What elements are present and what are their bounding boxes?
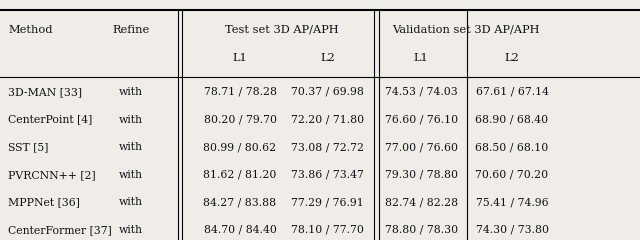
- Text: CenterFormer [37]: CenterFormer [37]: [8, 225, 112, 235]
- Text: SST [5]: SST [5]: [8, 142, 49, 152]
- Text: MPPNet [36]: MPPNet [36]: [8, 197, 80, 207]
- Text: 77.00 / 76.60: 77.00 / 76.60: [385, 142, 458, 152]
- Text: 68.50 / 68.10: 68.50 / 68.10: [476, 142, 548, 152]
- Text: 67.61 / 67.14: 67.61 / 67.14: [476, 87, 548, 97]
- Text: 70.60 / 70.20: 70.60 / 70.20: [476, 170, 548, 180]
- Text: L1: L1: [413, 53, 429, 63]
- Text: 74.53 / 74.03: 74.53 / 74.03: [385, 87, 458, 97]
- Text: 3D-MAN [33]: 3D-MAN [33]: [8, 87, 83, 97]
- Text: with: with: [119, 142, 143, 152]
- Text: L2: L2: [320, 53, 335, 63]
- Text: 78.10 / 77.70: 78.10 / 77.70: [291, 225, 364, 235]
- Text: 72.20 / 71.80: 72.20 / 71.80: [291, 114, 364, 125]
- Text: with: with: [119, 225, 143, 235]
- Text: Test set 3D AP/APH: Test set 3D AP/APH: [225, 25, 339, 35]
- Text: 84.27 / 83.88: 84.27 / 83.88: [204, 197, 276, 207]
- Text: CenterPoint [4]: CenterPoint [4]: [8, 114, 93, 125]
- Text: with: with: [119, 197, 143, 207]
- Text: 80.99 / 80.62: 80.99 / 80.62: [204, 142, 276, 152]
- Text: 76.60 / 76.10: 76.60 / 76.10: [385, 114, 458, 125]
- Text: L2: L2: [504, 53, 520, 63]
- Text: with: with: [119, 170, 143, 180]
- Text: 82.74 / 82.28: 82.74 / 82.28: [385, 197, 458, 207]
- Text: 84.70 / 84.40: 84.70 / 84.40: [204, 225, 276, 235]
- Text: 70.37 / 69.98: 70.37 / 69.98: [291, 87, 364, 97]
- Text: 80.20 / 79.70: 80.20 / 79.70: [204, 114, 276, 125]
- Text: 78.71 / 78.28: 78.71 / 78.28: [204, 87, 276, 97]
- Text: 81.62 / 81.20: 81.62 / 81.20: [204, 170, 276, 180]
- Text: 73.86 / 73.47: 73.86 / 73.47: [291, 170, 364, 180]
- Text: Method: Method: [8, 25, 53, 35]
- Text: 68.90 / 68.40: 68.90 / 68.40: [476, 114, 548, 125]
- Text: PVRCNN++ [2]: PVRCNN++ [2]: [8, 170, 96, 180]
- Text: 73.08 / 72.72: 73.08 / 72.72: [291, 142, 364, 152]
- Text: with: with: [119, 114, 143, 125]
- Text: L1: L1: [232, 53, 248, 63]
- Text: 75.41 / 74.96: 75.41 / 74.96: [476, 197, 548, 207]
- Text: 78.80 / 78.30: 78.80 / 78.30: [385, 225, 458, 235]
- Text: 77.29 / 76.91: 77.29 / 76.91: [291, 197, 364, 207]
- Text: 74.30 / 73.80: 74.30 / 73.80: [476, 225, 548, 235]
- Text: 79.30 / 78.80: 79.30 / 78.80: [385, 170, 458, 180]
- Text: Validation set 3D AP/APH: Validation set 3D AP/APH: [392, 25, 540, 35]
- Text: with: with: [119, 87, 143, 97]
- Text: Refine: Refine: [113, 25, 150, 35]
